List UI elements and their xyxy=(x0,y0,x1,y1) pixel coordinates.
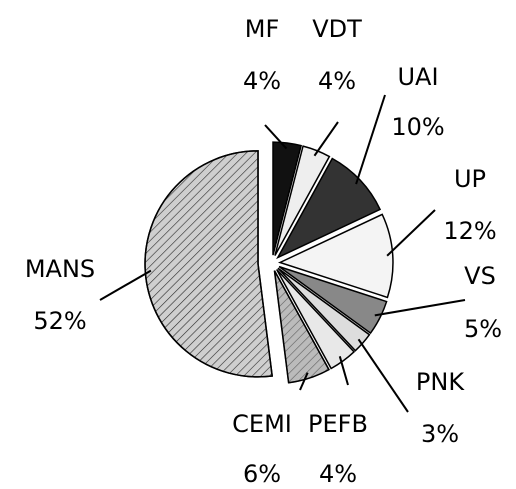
slice-label: PEFB xyxy=(308,410,368,438)
slice-value-label: 4% xyxy=(243,67,281,95)
leader-line xyxy=(355,94,386,185)
pie-slice xyxy=(277,213,394,299)
leader-line xyxy=(338,356,349,386)
pie-slice xyxy=(276,157,382,260)
pie-slice xyxy=(272,141,303,256)
slice-label: PNK xyxy=(416,368,465,396)
slice-value-label: 10% xyxy=(391,113,444,141)
pie-slice xyxy=(274,145,331,256)
slice-label: MANS xyxy=(25,255,95,283)
slice-value-label: 52% xyxy=(33,307,86,335)
slice-value-label: 4% xyxy=(319,460,357,488)
leader-line xyxy=(99,269,152,301)
slice-value-label: 3% xyxy=(421,420,459,448)
slice-label: VS xyxy=(464,262,496,290)
slice-value-label: 4% xyxy=(318,67,356,95)
slice-label: VDT xyxy=(312,15,362,43)
slice-value-label: 12% xyxy=(443,217,496,245)
slice-label: UP xyxy=(454,165,486,193)
slice-label: UAI xyxy=(397,63,438,91)
pie-slice xyxy=(277,267,371,352)
leader-line xyxy=(299,372,309,391)
slice-hatch xyxy=(273,270,330,384)
pie-slice xyxy=(278,265,388,335)
leader-line xyxy=(313,121,339,157)
leader-line xyxy=(374,299,466,317)
slice-value-label: 6% xyxy=(243,460,281,488)
slice-label: MF xyxy=(245,15,280,43)
leader-line xyxy=(264,124,288,150)
slice-label: CEMI xyxy=(232,410,292,438)
leader-line xyxy=(386,209,436,257)
slice-hatch xyxy=(144,150,274,378)
pie-slice xyxy=(276,268,356,370)
slice-value-label: 5% xyxy=(464,315,502,343)
leader-line xyxy=(357,338,409,413)
